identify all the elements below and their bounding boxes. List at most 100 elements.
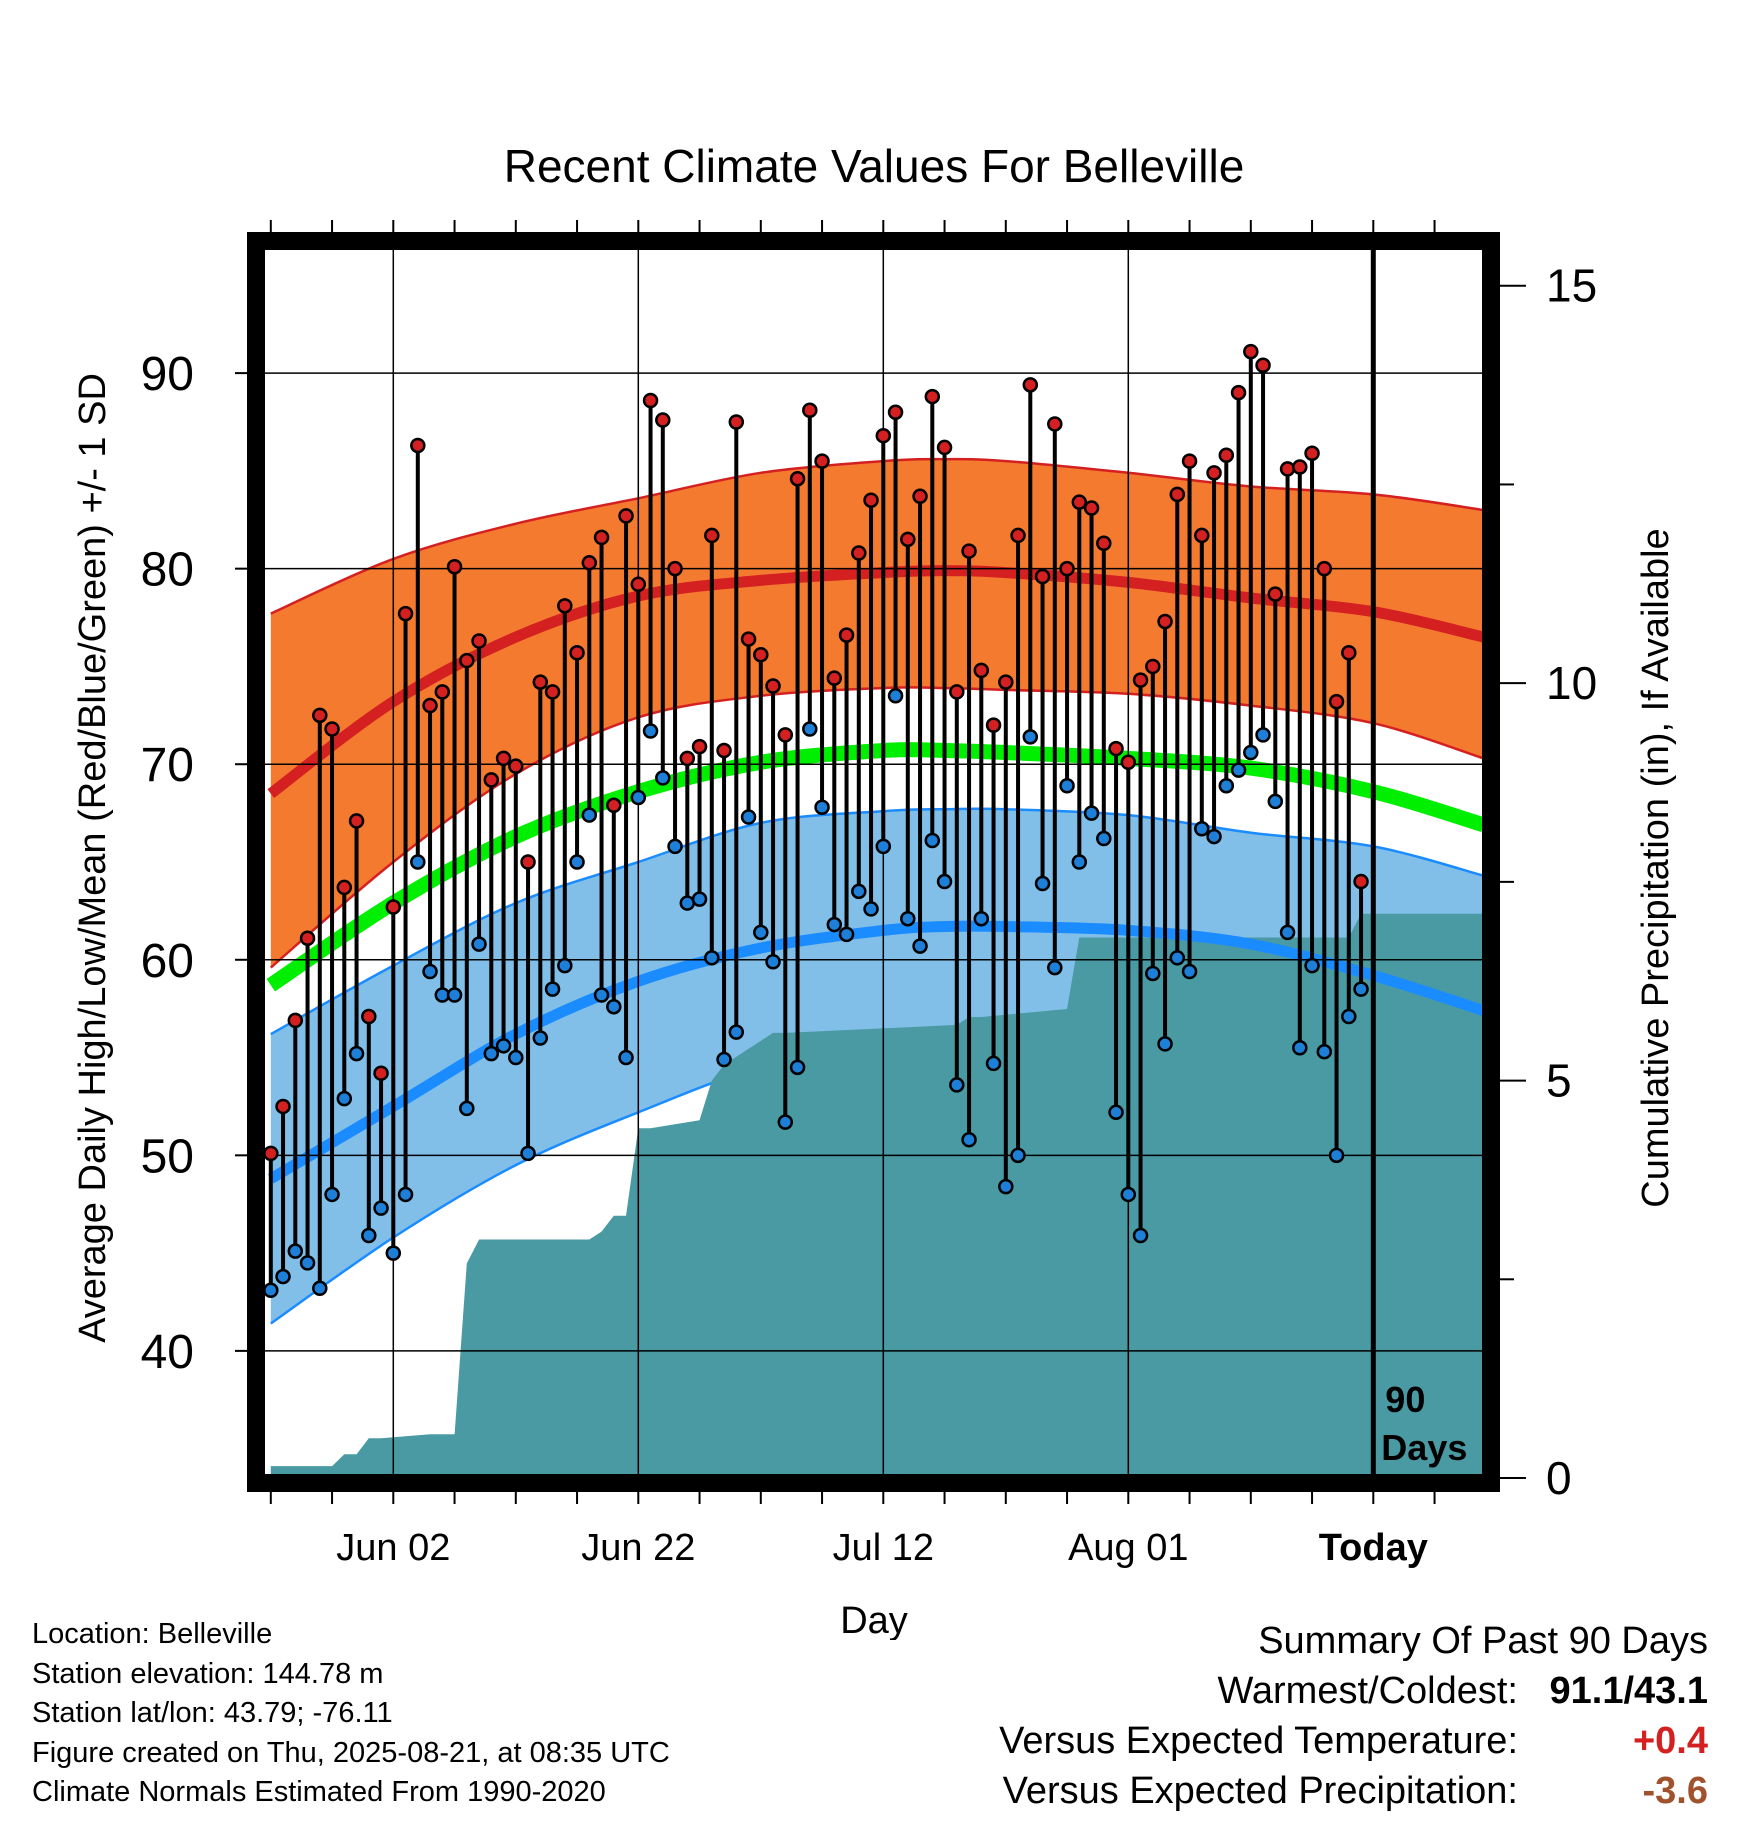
daily-high-point xyxy=(471,633,487,649)
daily-low-point xyxy=(1279,924,1296,941)
daily-high-point xyxy=(397,605,414,622)
y-tick-label: 60 xyxy=(141,935,194,988)
daily-low-point xyxy=(287,1243,304,1259)
y2-tick-label: 0 xyxy=(1546,1452,1572,1504)
daily-high-point xyxy=(263,1145,279,1162)
daily-high-point xyxy=(385,899,402,915)
temp-anomaly-value: +0.4 xyxy=(1632,1720,1708,1762)
plot-area: 90 Days 40 50 60 70 80 90 0 5 10 15 Jun 02 Jun 22 Jul … xyxy=(141,220,1597,1569)
daily-high-point xyxy=(1181,453,1198,469)
daily-low-point xyxy=(422,963,438,980)
daily-low-point xyxy=(299,1255,316,1271)
chart-title: Recent Climate Values For Belleville xyxy=(504,140,1245,192)
daily-low-point xyxy=(826,916,843,933)
daily-low-point xyxy=(912,938,928,954)
daily-high-point xyxy=(1341,645,1357,661)
daily-low-point xyxy=(275,1268,291,1285)
daily-high-point xyxy=(532,674,549,690)
daily-high-point xyxy=(765,678,781,694)
daily-low-point xyxy=(336,1090,353,1107)
daily-low-point xyxy=(1243,744,1259,761)
daily-low-point xyxy=(483,1045,500,1062)
daily-high-point xyxy=(1108,740,1124,757)
daily-low-point xyxy=(900,910,916,927)
daily-low-point xyxy=(385,1245,402,1261)
daily-low-point xyxy=(814,799,830,815)
daily-low-point xyxy=(863,901,879,917)
daily-low-point xyxy=(1304,957,1320,974)
summary-row-warmest: Warmest/Coldest: 91.1/43.1 xyxy=(808,1666,1708,1716)
daily-low-point xyxy=(753,924,769,941)
daily-high-point xyxy=(1328,693,1345,710)
precip-anomaly-value: -3.6 xyxy=(1642,1770,1708,1812)
daily-low-point xyxy=(581,807,598,823)
daily-high-point xyxy=(1267,586,1284,602)
daily-low-point xyxy=(606,998,622,1015)
daily-high-point xyxy=(1206,465,1222,481)
daily-low-point xyxy=(312,1280,328,1297)
daily-low-point xyxy=(1010,1147,1026,1164)
daily-high-point xyxy=(1022,377,1039,393)
daily-low-point xyxy=(716,1051,732,1068)
warmest-label: Warmest/Coldest: xyxy=(1217,1670,1518,1712)
daily-high-point xyxy=(1218,447,1235,463)
daily-high-point xyxy=(1145,658,1161,675)
daily-high-point xyxy=(949,684,965,700)
daily-low-point xyxy=(508,1049,524,1066)
daily-low-point xyxy=(495,1038,512,1054)
daily-high-point xyxy=(1034,568,1051,585)
y-tick-label: 40 xyxy=(141,1326,194,1379)
daily-high-point xyxy=(299,930,316,947)
info-normals: Climate Normals Estimated From 1990-2020 xyxy=(32,1776,606,1808)
daily-low-point xyxy=(544,981,561,997)
daily-low-point xyxy=(802,721,818,737)
x-tick-label: Today xyxy=(1319,1527,1428,1569)
warmest-value: 91.1/43.1 xyxy=(1549,1670,1708,1712)
daily-high-point xyxy=(581,555,598,571)
climate-chart: Recent Climate Values For Belleville 90 D… xyxy=(72,140,1677,1640)
x-tick-label: Jun 22 xyxy=(581,1527,695,1569)
daily-high-point xyxy=(1316,560,1333,577)
daily-low-point xyxy=(642,723,659,739)
daily-low-point xyxy=(1132,1227,1149,1244)
y-tick-label: 80 xyxy=(141,544,194,597)
daily-high-point xyxy=(287,1012,304,1029)
high-upper-edge xyxy=(270,457,1484,615)
y-tick-label: 70 xyxy=(141,739,194,792)
daily-low-point xyxy=(1267,793,1284,810)
y2-axis-label: Cumulative Precipitation (in), If Availa… xyxy=(1635,528,1677,1207)
daily-low-point xyxy=(936,873,953,890)
daily-high-point xyxy=(936,439,953,456)
daily-high-point xyxy=(544,684,561,700)
daily-high-point xyxy=(618,508,634,524)
daily-low-point xyxy=(1096,830,1112,847)
daily-low-point xyxy=(1047,959,1063,976)
station-info: Location: Belleville Station elevation: … xyxy=(32,1615,670,1813)
daily-high-point xyxy=(1292,459,1308,475)
summary-panel: Summary Of Past 90 Days Warmest/Coldest:… xyxy=(808,1616,1708,1816)
daily-low-point xyxy=(691,891,708,907)
daily-low-point xyxy=(1206,828,1222,845)
y2-tick-label: 15 xyxy=(1546,260,1597,312)
daily-high-point xyxy=(361,1008,377,1025)
daily-low-point xyxy=(1108,1104,1124,1121)
daily-low-point xyxy=(348,1045,365,1062)
daily-high-point xyxy=(655,412,671,428)
daily-high-point xyxy=(716,742,732,759)
daily-high-point xyxy=(459,652,475,669)
daily-high-point xyxy=(777,727,794,743)
daily-low-point xyxy=(593,987,610,1003)
daily-high-point xyxy=(1255,357,1271,374)
daily-high-point xyxy=(667,560,683,577)
daily-low-point xyxy=(459,1100,475,1117)
info-created: Figure created on Thu, 2025-08-21, at 08… xyxy=(32,1736,670,1769)
daily-low-point xyxy=(961,1131,977,1148)
daily-low-point xyxy=(1157,1036,1173,1052)
daily-high-point xyxy=(434,684,451,700)
daily-high-point xyxy=(998,674,1014,690)
daily-low-point xyxy=(618,1049,634,1066)
daily-low-point xyxy=(373,1200,389,1216)
daily-low-point xyxy=(532,1030,549,1046)
daily-high-point xyxy=(1047,416,1063,432)
daily-high-point xyxy=(569,645,585,661)
